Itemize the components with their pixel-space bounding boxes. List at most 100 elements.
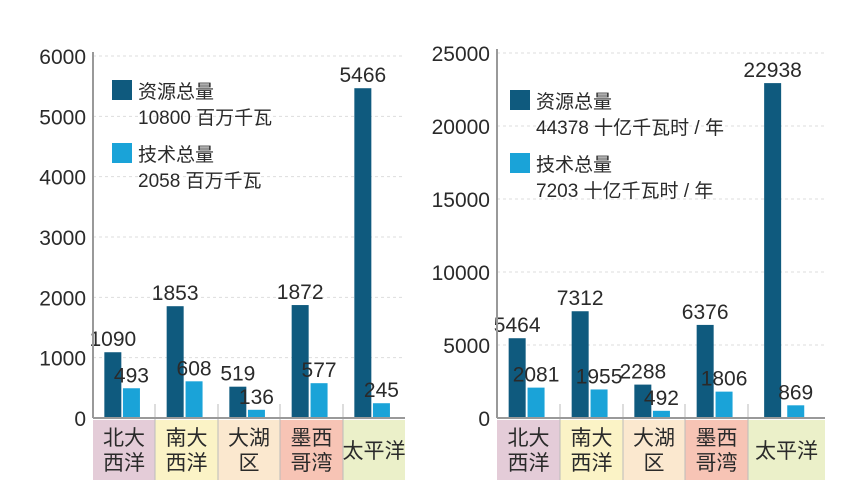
data-label: 2081 [513, 364, 560, 387]
bar-technical [185, 381, 203, 418]
legend-label: 技术总量 [138, 144, 214, 166]
category-background [155, 420, 218, 480]
bar-resource [354, 88, 372, 418]
category-label-line: 南大 [571, 427, 613, 450]
y-tick-label: 1000 [39, 348, 86, 371]
category-background [343, 420, 405, 480]
category-label-line: 北大 [508, 427, 550, 450]
data-label: 1806 [701, 368, 748, 391]
y-tick-label: 5000 [39, 106, 86, 129]
category-label-line: 南大 [166, 427, 208, 450]
category-background [497, 420, 560, 480]
category-label-line: 太平洋 [343, 440, 406, 463]
bar-technical [787, 405, 805, 418]
legend-swatch [510, 90, 530, 110]
y-tick-label: 20000 [432, 116, 490, 139]
bar-resource [229, 386, 247, 418]
data-label: 1090 [89, 328, 136, 351]
data-label: 493 [114, 364, 149, 387]
category-background [93, 420, 155, 480]
category-label-line: 区 [239, 452, 260, 475]
x-category-label: 北大西洋 [103, 427, 145, 475]
x-category-label: 北大西洋 [508, 427, 550, 475]
category-label-line: 西洋 [103, 452, 145, 475]
category-label-line: 墨西 [291, 427, 333, 450]
y-tick-label: 25000 [432, 43, 490, 66]
legend-label: 资源总量 [138, 81, 214, 103]
data-label: 577 [302, 359, 337, 382]
category-label-line: 西洋 [571, 452, 613, 475]
bar-resource [104, 352, 122, 418]
bar-resource [634, 384, 652, 418]
data-label: 6376 [682, 301, 729, 324]
x-category-label: 墨西哥湾 [696, 427, 738, 475]
category-background [280, 420, 343, 480]
y-tick-label: 10000 [432, 262, 490, 285]
data-label: 519 [220, 363, 255, 386]
bar-technical [310, 383, 328, 418]
category-label-line: 西洋 [508, 452, 550, 475]
data-label: 5466 [339, 64, 386, 87]
x-category-label: 太平洋 [343, 440, 406, 463]
y-tick-label: 15000 [432, 189, 490, 212]
y-tick-label: 5000 [443, 335, 490, 358]
data-label: 1872 [277, 281, 324, 304]
category-background [685, 420, 748, 480]
category-label-line: 哥湾 [291, 452, 333, 475]
category-label-line: 西洋 [166, 452, 208, 475]
y-tick-label: 2000 [39, 287, 86, 310]
data-label: 869 [778, 381, 813, 404]
category-background [623, 420, 685, 480]
legend-total: 2058 百万千瓦 [138, 170, 262, 192]
legend-total: 44378 十亿千瓦时 / 年 [536, 117, 724, 139]
bar-resource [571, 311, 589, 418]
legend-swatch [112, 80, 132, 100]
y-tick-label: 4000 [39, 167, 86, 190]
data-label: 1955 [576, 365, 623, 388]
y-tick-label: 0 [478, 408, 490, 431]
x-category-label: 太平洋 [755, 440, 818, 463]
category-label-line: 哥湾 [696, 452, 738, 475]
data-label: 136 [239, 386, 274, 409]
bar-technical [715, 391, 733, 418]
data-label: 2288 [619, 361, 666, 384]
x-category-label: 南大西洋 [166, 427, 208, 475]
category-label-line: 北大 [103, 427, 145, 450]
bar-resource [508, 338, 526, 418]
legend-label: 资源总量 [536, 91, 612, 113]
bar-technical [372, 403, 390, 418]
legend-total: 10800 百万千瓦 [138, 107, 272, 129]
bar-technical [652, 410, 670, 418]
bar-technical [590, 389, 608, 418]
legend-swatch [510, 153, 530, 173]
legend-swatch [112, 143, 132, 163]
legend-label: 技术总量 [536, 154, 612, 176]
chart-1: 0100020003000400050006000北大西洋南大西洋大湖区墨西哥湾… [39, 46, 406, 480]
data-label: 7312 [557, 287, 604, 310]
category-background [560, 420, 623, 480]
category-label-line: 墨西 [696, 427, 738, 450]
bar-resource [166, 306, 184, 418]
y-tick-label: 6000 [39, 46, 86, 69]
data-label: 492 [644, 387, 679, 410]
y-tick-label: 3000 [39, 227, 86, 250]
category-label-line: 大湖 [633, 427, 675, 450]
data-label: 608 [177, 357, 212, 380]
category-label-line: 太平洋 [755, 440, 818, 463]
category-background [218, 420, 280, 480]
y-tick-label: 0 [74, 408, 86, 431]
bar-technical [122, 388, 140, 418]
bar-technical [247, 409, 265, 418]
legend-total: 7203 十亿千瓦时 / 年 [536, 180, 713, 202]
chart-2: 0500010000150002000025000北大西洋南大西洋大湖区墨西哥湾… [432, 43, 825, 480]
category-label-line: 区 [644, 452, 665, 475]
data-label: 5464 [494, 314, 541, 337]
bar-resource [291, 305, 309, 418]
bar-technical [527, 387, 545, 418]
bar-resource [764, 83, 782, 419]
x-category-label: 大湖区 [228, 427, 270, 475]
category-label-line: 大湖 [228, 427, 270, 450]
data-label: 22938 [743, 59, 801, 82]
category-background [748, 420, 825, 480]
